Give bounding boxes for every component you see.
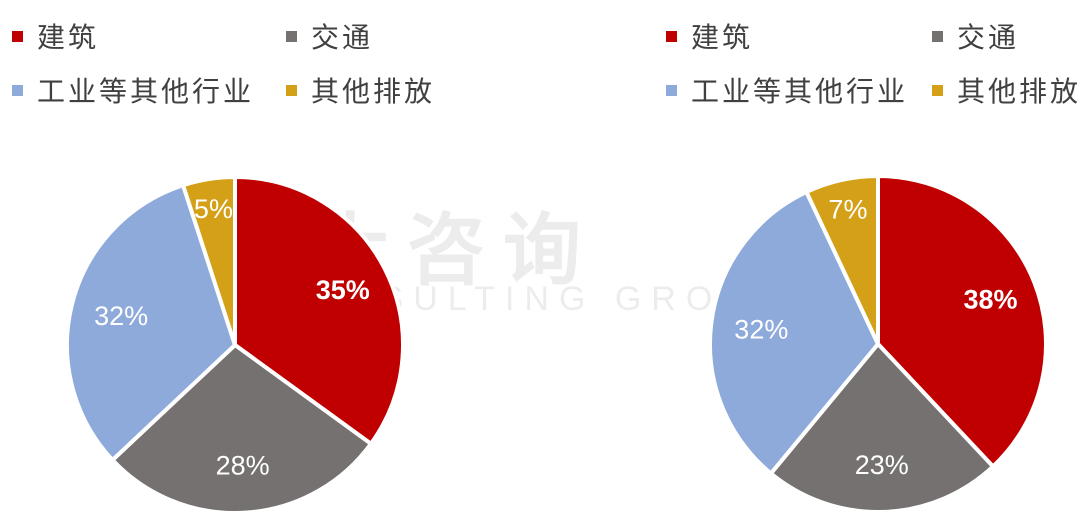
- data-label-transport: 23%: [855, 450, 909, 480]
- data-label-industry: 32%: [94, 301, 148, 331]
- legend-label: 建筑: [37, 21, 100, 54]
- pie-slice-industry: [708, 189, 880, 476]
- legend-label: 工业等其他行业: [691, 75, 909, 108]
- legend-swatch: [666, 30, 677, 42]
- legend-swatch: [286, 30, 297, 42]
- legend: 建筑 交通 工业等其他行业 其他排放: [0, 0, 540, 130]
- data-label-industry: 32%: [734, 314, 788, 344]
- legend-item-other: 其他排放: [286, 70, 435, 110]
- data-label-transport: 28%: [216, 451, 270, 481]
- legend-item-building: 建筑: [666, 16, 753, 56]
- legend-swatch: [666, 84, 677, 96]
- pie-panel-left: 建筑 交通 工业等其他行业 其他排放 35% 28% 32% 5%: [0, 0, 540, 515]
- legend-swatch: [12, 84, 23, 96]
- pie-slice-other: [181, 175, 237, 347]
- legend-item-building: 建筑: [12, 16, 99, 56]
- legend-swatch: [12, 30, 23, 42]
- legend-swatch: [932, 84, 943, 96]
- pie-panel-right: 建筑 交通 工业等其他行业 其他排放 38% 23% 32% 7%: [540, 0, 1080, 528]
- legend-swatch: [932, 30, 943, 42]
- data-label-building: 38%: [963, 284, 1017, 314]
- legend-item-industry: 工业等其他行业: [12, 70, 254, 110]
- pie-slice-other: [804, 174, 880, 346]
- legend-item-industry: 工业等其他行业: [666, 70, 908, 110]
- legend-swatch: [286, 84, 297, 96]
- legend-label: 其他排放: [957, 75, 1080, 108]
- legend: 建筑 交通 工业等其他行业 其他排放: [540, 0, 1080, 130]
- pie-slice-building: [233, 175, 405, 446]
- pie-slice-building: [876, 174, 1048, 469]
- legend-label: 交通: [957, 21, 1020, 54]
- pie-slice-transport: [110, 343, 373, 515]
- legend-label: 交通: [311, 21, 374, 54]
- legend-item-other: 其他排放: [932, 70, 1080, 110]
- pie-slice-transport: [768, 342, 996, 514]
- data-label-building: 35%: [316, 275, 370, 305]
- legend-label: 工业等其他行业: [37, 75, 255, 108]
- pie-chart-left: 35% 28% 32% 5%: [65, 175, 405, 515]
- legend-item-transport: 交通: [286, 16, 373, 56]
- pie-slice-industry: [65, 183, 237, 463]
- legend-label: 其他排放: [311, 75, 436, 108]
- legend-item-transport: 交通: [932, 16, 1019, 56]
- data-label-other: 5%: [194, 194, 233, 224]
- legend-label: 建筑: [691, 21, 754, 54]
- pie-chart-right: 38% 23% 32% 7%: [708, 174, 1048, 514]
- data-label-other: 7%: [828, 195, 867, 225]
